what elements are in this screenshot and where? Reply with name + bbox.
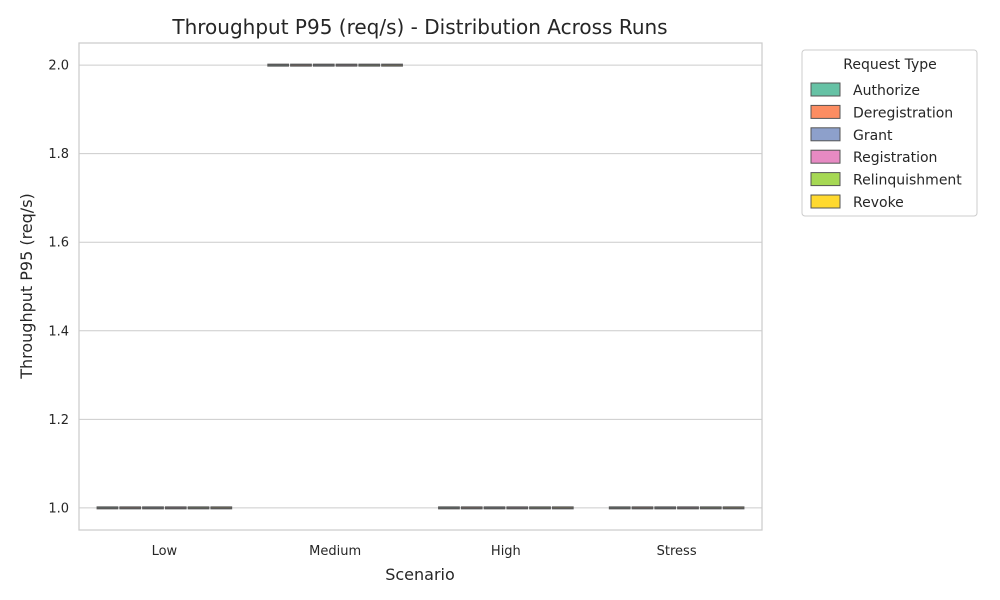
- legend-entry: Authorize: [810, 82, 920, 99]
- legend: Request Type Authorize Deregistration Gran…: [801, 49, 978, 217]
- y-tick-label: 1.2: [48, 413, 69, 428]
- legend-label: Relinquishment: [853, 173, 962, 189]
- y-tick-labels: 1.0 1.2 1.4 1.6 1.8 2.0: [48, 59, 69, 517]
- legend-swatch: [810, 104, 841, 119]
- legend-label: Revoke: [853, 195, 904, 211]
- legend-swatch: [810, 82, 841, 97]
- y-tick-label: 2.0: [48, 59, 69, 74]
- y-tick-label: 1.4: [48, 324, 69, 339]
- chart-title: Throughput P95 (req/s) - Distribution Ac…: [171, 15, 667, 39]
- legend-entry: Relinquishment: [810, 172, 962, 189]
- legend-title: Request Type: [843, 57, 936, 73]
- legend-label: Grant: [853, 128, 893, 144]
- y-tick-label: 1.6: [48, 236, 69, 251]
- x-axis-label: Scenario: [385, 565, 455, 584]
- x-tick-labels: Low Medium High Stress: [152, 544, 697, 559]
- y-tick-label: 1.8: [48, 147, 69, 162]
- plot-frame: [78, 42, 763, 531]
- legend-entry: Deregistration: [810, 104, 953, 121]
- legend-swatch: [810, 149, 841, 164]
- legend-swatch: [810, 172, 841, 187]
- legend-label: Deregistration: [853, 105, 953, 121]
- x-tick-label: High: [491, 544, 521, 559]
- box-marks: [96, 63, 745, 510]
- x-tick-label: Medium: [309, 544, 361, 559]
- legend-label: Authorize: [853, 83, 920, 99]
- legend-entry: Registration: [810, 149, 937, 166]
- legend-swatch: [810, 194, 841, 209]
- gridlines: [79, 64, 762, 509]
- x-tick-label: Low: [152, 544, 178, 559]
- legend-frame: [801, 49, 978, 217]
- legend-swatch: [810, 127, 841, 142]
- legend-entry: Grant: [810, 127, 893, 144]
- x-tick-label: Stress: [657, 544, 697, 559]
- y-axis-label: Throughput P95 (req/s): [17, 193, 36, 380]
- legend-entries: Authorize Deregistration Grant Registration…: [810, 82, 962, 211]
- legend-entry: Revoke: [810, 194, 904, 211]
- legend-label: Registration: [853, 150, 937, 166]
- y-tick-label: 1.0: [48, 501, 69, 516]
